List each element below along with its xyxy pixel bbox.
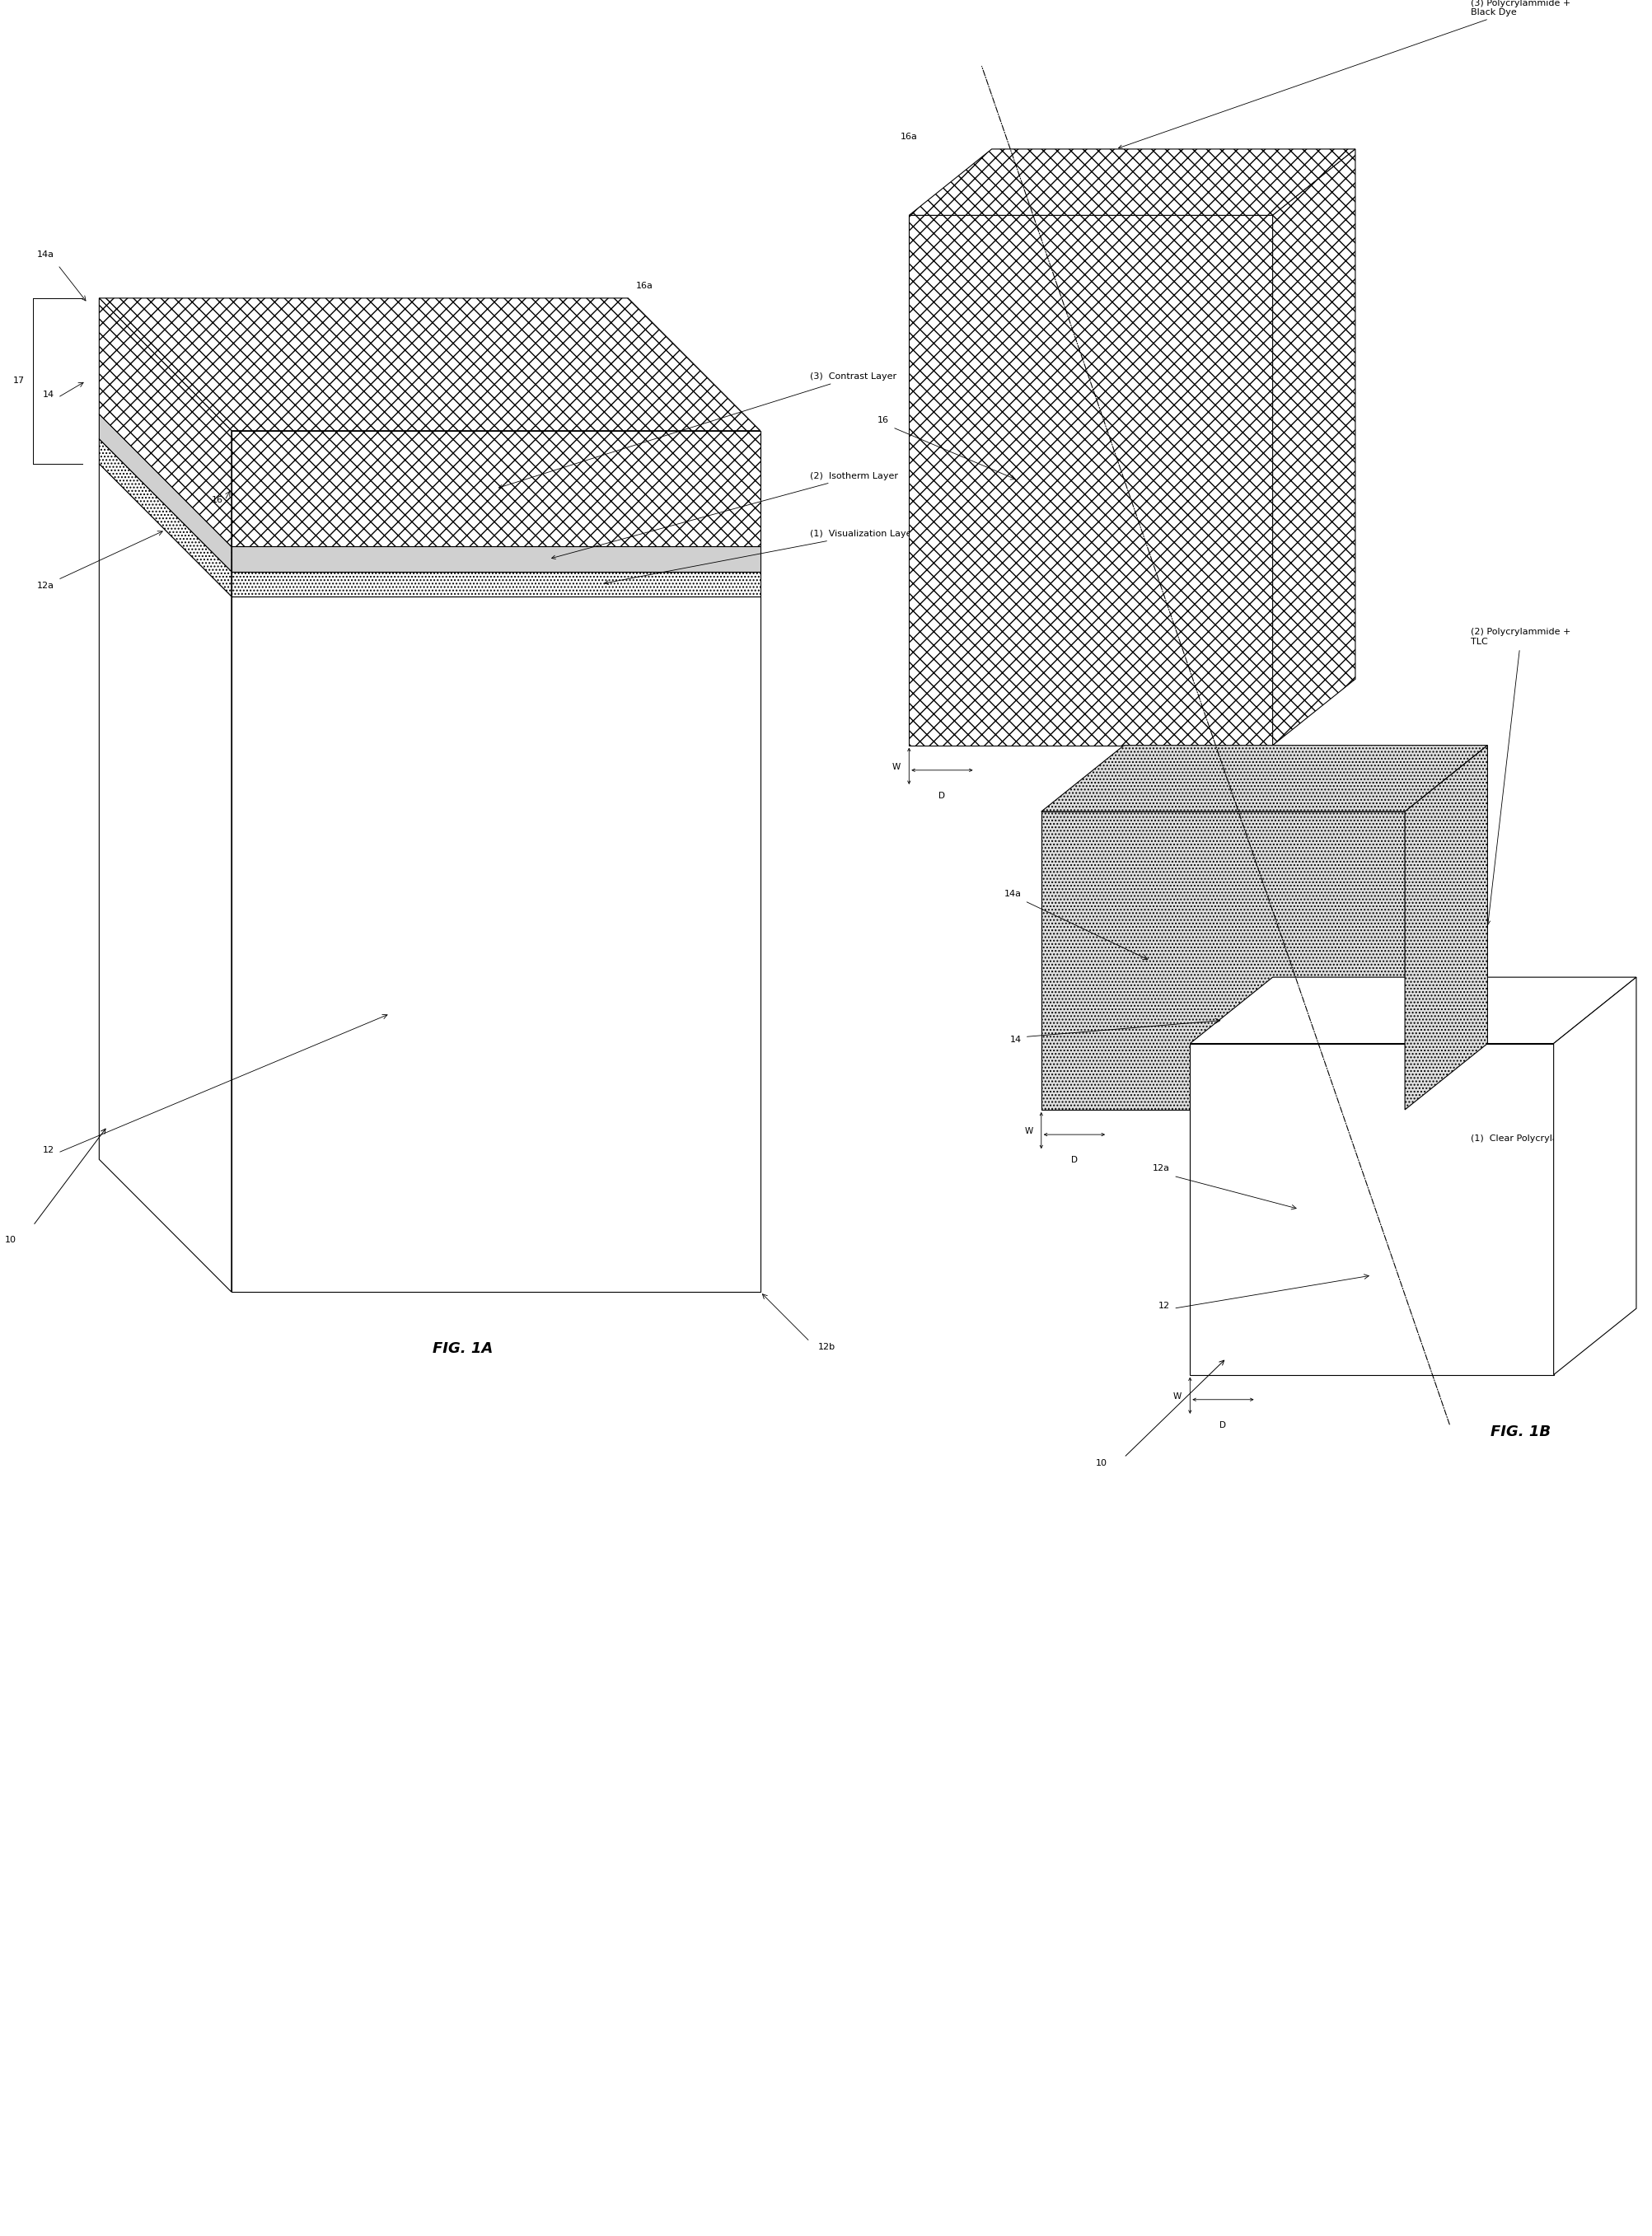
- Polygon shape: [909, 215, 1272, 745]
- Text: 14a: 14a: [1004, 890, 1021, 897]
- Polygon shape: [1272, 150, 1355, 745]
- Text: 12: 12: [1158, 1301, 1170, 1310]
- Text: D: D: [938, 792, 945, 800]
- Text: (2) Polycrylammide +
TLC: (2) Polycrylammide + TLC: [1470, 628, 1571, 923]
- Polygon shape: [1041, 745, 1487, 812]
- Text: (1)  Clear Polycrylammide Layer: (1) Clear Polycrylammide Layer: [1470, 1134, 1632, 1176]
- Polygon shape: [231, 597, 760, 1292]
- Text: (3) Polycrylammide +
Black Dye: (3) Polycrylammide + Black Dye: [1118, 0, 1569, 148]
- Polygon shape: [1553, 977, 1635, 1375]
- Polygon shape: [1041, 812, 1404, 1109]
- Text: (1)  Visualization Layer: (1) Visualization Layer: [605, 530, 915, 584]
- Polygon shape: [1189, 1044, 1553, 1375]
- Polygon shape: [99, 463, 231, 1292]
- Text: 14: 14: [1009, 1035, 1021, 1044]
- Text: 12b: 12b: [818, 1344, 836, 1351]
- Text: W: W: [892, 762, 900, 771]
- Polygon shape: [1189, 977, 1635, 1044]
- Polygon shape: [99, 463, 760, 597]
- Text: W: W: [1024, 1127, 1032, 1136]
- Text: (3)  Contrast Layer: (3) Contrast Layer: [499, 373, 895, 487]
- Text: 14: 14: [43, 391, 55, 400]
- Polygon shape: [231, 546, 760, 572]
- Text: 12a: 12a: [38, 581, 55, 590]
- Text: D: D: [1070, 1156, 1077, 1165]
- Text: 16a: 16a: [900, 132, 917, 141]
- Text: 14a: 14a: [38, 250, 55, 259]
- Text: 16: 16: [211, 496, 223, 505]
- Polygon shape: [99, 438, 231, 597]
- Text: 10: 10: [5, 1237, 17, 1243]
- Polygon shape: [99, 414, 760, 546]
- Polygon shape: [231, 572, 760, 597]
- Text: D: D: [1219, 1422, 1226, 1429]
- Text: FIG. 1A: FIG. 1A: [433, 1342, 492, 1357]
- Text: FIG. 1B: FIG. 1B: [1490, 1424, 1550, 1440]
- Text: 17: 17: [13, 378, 25, 385]
- Polygon shape: [231, 432, 760, 546]
- Text: 16: 16: [877, 416, 889, 425]
- Text: 10: 10: [1095, 1460, 1107, 1467]
- Polygon shape: [99, 414, 231, 572]
- Text: 12a: 12a: [1153, 1165, 1170, 1172]
- Polygon shape: [99, 438, 760, 572]
- Polygon shape: [99, 297, 760, 432]
- Polygon shape: [1404, 745, 1487, 1109]
- Text: 12: 12: [43, 1147, 55, 1154]
- Polygon shape: [909, 150, 1355, 215]
- Text: (2)  Isotherm Layer: (2) Isotherm Layer: [552, 472, 897, 559]
- Text: 16a: 16a: [636, 282, 653, 291]
- Text: W: W: [1173, 1393, 1181, 1400]
- Polygon shape: [99, 297, 231, 546]
